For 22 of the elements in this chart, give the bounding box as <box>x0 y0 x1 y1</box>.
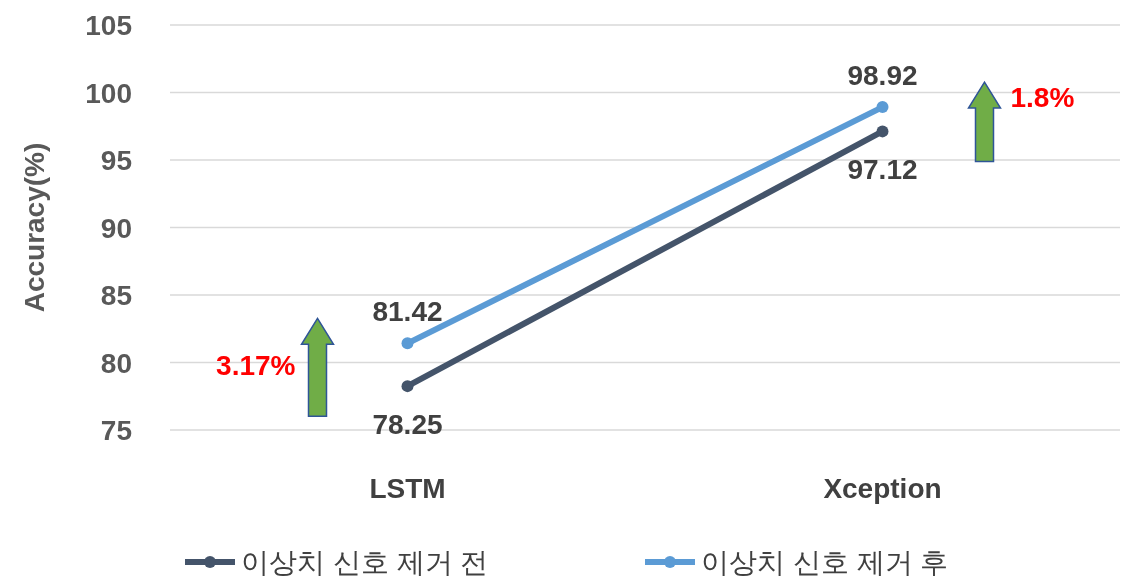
legend-label: 이상치 신호 제거 전 <box>241 547 489 578</box>
data-label: 97.12 <box>847 154 918 186</box>
data-label: 98.92 <box>847 60 918 92</box>
annotation: 1.8% <box>1010 82 1075 114</box>
y-tick-label: 85 <box>100 280 132 311</box>
y-tick-label: 95 <box>100 145 132 176</box>
data-label: 81.42 <box>372 296 443 328</box>
annotation: 3.17% <box>216 349 296 381</box>
y-tick-label: 100 <box>85 77 132 109</box>
x-tick-label: Xception <box>823 473 942 504</box>
point <box>876 125 889 138</box>
y-tick-label: 90 <box>100 212 132 244</box>
legend-label: 이상치 신호 제거 후 <box>701 547 949 578</box>
y-tick-label: 75 <box>100 415 132 446</box>
data-label: 78.25 <box>372 409 443 441</box>
point <box>401 380 414 393</box>
point <box>401 337 414 350</box>
y-axis-title: Accuracy(%) <box>19 142 50 313</box>
x-tick-label: LSTM <box>369 473 446 504</box>
y-tick-label: 80 <box>100 347 132 379</box>
y-tick-label: 105 <box>85 10 132 41</box>
point <box>876 101 889 114</box>
